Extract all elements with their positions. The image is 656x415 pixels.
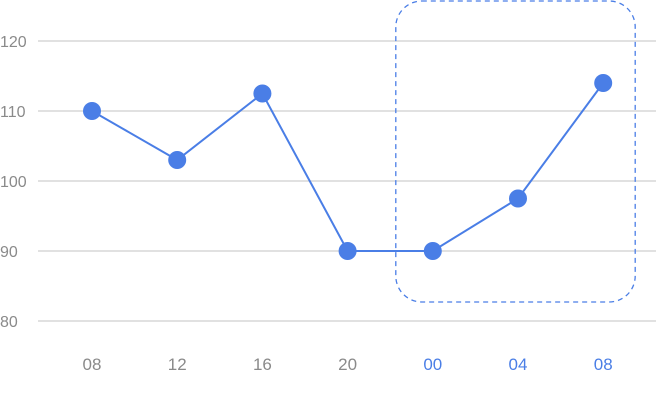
x-tick-label: 00	[423, 355, 442, 374]
highlight-box	[395, 0, 636, 303]
x-axis-ticks: 08 12 16 20 00 04 08	[83, 355, 613, 374]
y-tick-label: 90	[0, 244, 18, 261]
y-tick-label: 100	[0, 174, 27, 191]
data-point[interactable]	[423, 242, 442, 260]
series-line	[91, 82, 605, 252]
data-point[interactable]	[253, 84, 272, 103]
y-tick-label: 80	[0, 314, 18, 331]
x-tick-label: 04	[509, 355, 528, 374]
x-tick-label: 16	[253, 355, 272, 374]
data-point[interactable]	[168, 151, 187, 169]
x-tick-label: 12	[168, 355, 187, 374]
x-tick-label: 08	[594, 355, 613, 374]
data-point[interactable]	[83, 102, 101, 120]
y-tick-label: 120	[0, 34, 27, 51]
x-tick-label: 08	[83, 355, 102, 374]
y-tick-label: 110	[0, 104, 26, 121]
highlight-layer	[395, 0, 636, 303]
data-point[interactable]	[509, 189, 527, 208]
series-layer	[83, 74, 613, 260]
x-tick-label: 20	[338, 355, 357, 374]
data-point[interactable]	[338, 242, 357, 260]
grid-layer	[38, 40, 656, 322]
data-point[interactable]	[594, 74, 613, 92]
y-axis-ticks: 80 90 100 110 120	[0, 34, 27, 331]
